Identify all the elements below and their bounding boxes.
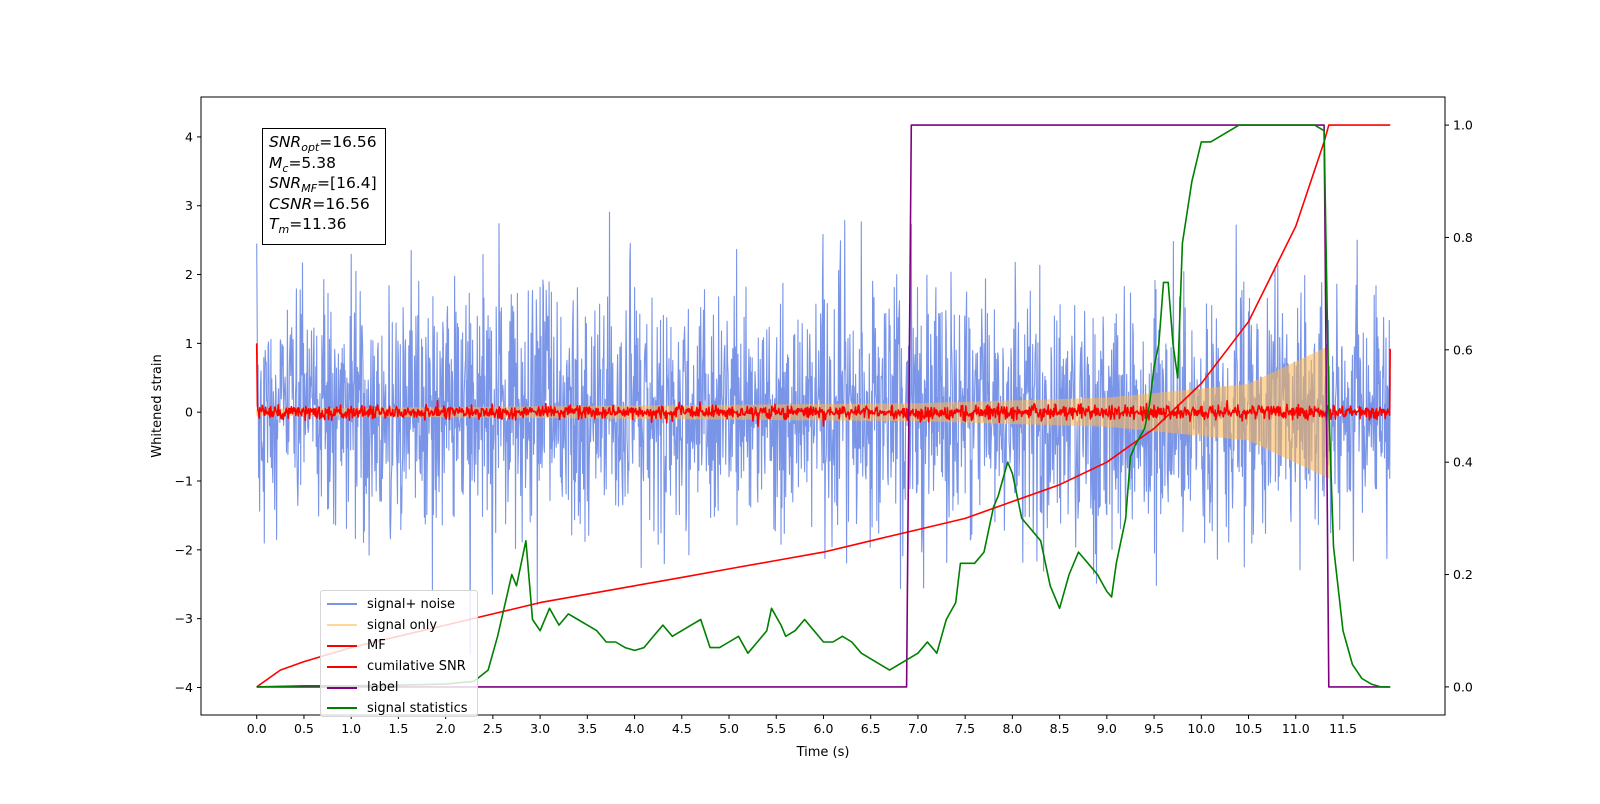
y-tick-label: 1 [185,336,193,351]
x-tick-label: 5.5 [766,721,786,736]
legend-label: signal only [367,617,438,633]
stats-annotation-box: SNRopt=16.56 Mc=5.38 SNRMF=[16.4] CSNR=16.5… [262,128,386,245]
annotation-variable: SNR [269,174,302,192]
x-tick-label: 8.0 [1002,721,1022,736]
annotation-variable: M [269,153,283,172]
x-tick-label: 9.5 [1144,721,1164,736]
y-tick-label: −3 [175,611,193,626]
legend-swatch [327,644,357,647]
y2-tick-label: 0.2 [1453,567,1473,582]
x-tick-label: 2.0 [436,721,456,736]
x-tick-label: 4.5 [672,721,692,736]
y2-tick-label: 0.6 [1453,342,1473,357]
annotation-subscript: c [282,161,289,175]
annotation-line: Tm=11.36 [269,214,385,235]
legend-swatch [327,686,357,689]
x-tick-label: 11.5 [1329,721,1357,736]
legend-entry: signal only [327,615,477,636]
annotation-line: Mc=5.38 [269,153,385,174]
y-axis-label: Whitened strain [150,354,165,457]
annotation-variable: CSNR [269,194,313,213]
annotation-line: SNRopt=16.56 [269,132,385,153]
x-tick-label: 1.0 [341,721,361,736]
x-tick-label: 11.0 [1282,721,1310,736]
legend-entry: MF [327,636,477,657]
annotation-line: SNRMF=[16.4] [269,173,385,194]
annotation-variable: T [269,215,279,233]
x-tick-label: 0.0 [247,721,267,736]
x-tick-label: 8.5 [1050,721,1070,736]
legend-label: cumilative SNR [367,659,466,675]
axes-layer: 0.0 0.5 1.0 1.5 2.0 2.5 3.0 3.5 4.0 4.5 5.0 5.5 6.0 6… [175,118,1473,736]
x-tick-label: 7.5 [955,721,975,736]
x-tick-label: 3.0 [530,721,550,736]
legend-swatch [327,707,357,710]
y2-tick-label: 0.0 [1453,679,1473,694]
x-tick-label: 5.0 [719,721,739,736]
y2-tick-label: 0.8 [1453,230,1473,245]
x-tick-label: 0.5 [294,721,314,736]
legend-swatch [327,624,357,627]
annotation-value: =16.56 [319,133,377,151]
y-tick-label: 3 [185,198,193,213]
x-tick-label: 9.0 [1097,721,1117,736]
x-tick-label: 4.0 [625,721,645,736]
legend: signal+ noise signal only MF cumilative SNR… [320,590,478,717]
series-line-mf [255,343,1391,428]
x-tick-label: 10.0 [1187,721,1215,736]
annotation-value: =16.56 [312,194,370,213]
x-tick-label: 6.5 [861,721,881,736]
legend-swatch [327,603,357,606]
annotation-value: =5.38 [288,153,336,172]
annotation-subscript: MF [301,182,318,196]
annotation-value: =[16.4] [317,174,377,192]
x-tick-label: 10.5 [1235,721,1263,736]
y-tick-label: 2 [185,267,193,282]
annotation-value: =11.36 [289,215,347,233]
legend-label: signal statistics [367,700,468,716]
annotation-variable: SNR [269,133,302,151]
x-tick-label: 1.5 [388,721,408,736]
y-tick-label: 0 [185,405,193,420]
y2-tick-label: 1.0 [1453,118,1473,133]
legend-label: label [367,680,399,696]
legend-swatch [327,665,357,668]
legend-label: signal+ noise [367,596,456,612]
legend-entry: signal+ noise [327,594,477,615]
x-tick-label: 7.0 [908,721,928,736]
x-tick-label: 3.5 [577,721,597,736]
series-line-label [256,124,1391,688]
legend-entry: cumilative SNR [327,656,477,677]
annotation-subscript: m [278,223,290,237]
y-tick-label: −2 [175,542,193,557]
y2-tick-label: 0.4 [1453,455,1473,470]
series-line-signal-statistics [256,124,1391,688]
legend-entry: label [327,677,477,698]
legend-entry: signal statistics [327,698,477,719]
annotation-line: CSNR=16.56 [269,194,385,215]
y-tick-label: −4 [175,680,193,695]
x-tick-label: 6.0 [814,721,834,736]
x-axis-label: Time (s) [796,745,850,760]
annotation-subscript: opt [301,141,320,155]
y-tick-label: −1 [175,474,193,489]
legend-label: MF [367,638,386,654]
y-tick-label: 4 [185,129,193,144]
x-tick-label: 2.5 [483,721,503,736]
